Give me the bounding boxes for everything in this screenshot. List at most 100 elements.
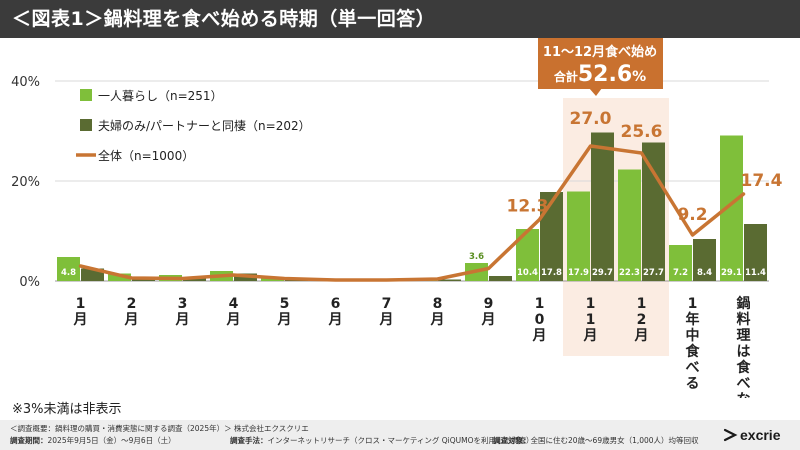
period-label: 調査期間： — [10, 436, 48, 445]
x-category-label: 3 — [178, 296, 188, 312]
survey-overview: ＜調査概要：鍋料理の購買・消費実態に関する調査（2025年）＞ 株式会社エクスク… — [10, 424, 309, 433]
x-category-label: 1 — [637, 296, 647, 312]
line-value-label: 25.6 — [621, 122, 663, 142]
bar-single — [57, 257, 80, 281]
bar-couple — [489, 276, 512, 281]
bar-value-label: 8.4 — [697, 268, 712, 278]
x-category-label: 8 — [433, 296, 443, 312]
x-category-label: 月 — [379, 312, 394, 328]
callout-number: 52.6 — [578, 62, 632, 87]
x-category-label: 9 — [484, 296, 494, 312]
y-tick-label: 40% — [11, 75, 40, 90]
x-category-label: 月 — [124, 312, 139, 328]
bar-value-label: 29.7 — [592, 268, 613, 278]
total-line — [78, 144, 746, 282]
x-category-label: 理 — [737, 328, 751, 344]
method-value: インターネットリサーチ（クロス・マーケティング QiQUMOを利用した調査） — [267, 436, 534, 445]
bar-single — [618, 169, 641, 281]
bar-single — [669, 245, 692, 281]
target-label: 調査対象： — [493, 436, 531, 445]
legend-label: 一人暮らし（n=251） — [98, 89, 223, 103]
callout-unit: % — [632, 69, 646, 85]
x-category-label: 月 — [73, 312, 88, 328]
x-category-label: は — [737, 344, 751, 360]
x-category-label: 月 — [532, 328, 547, 344]
bar-value-label: 27.7 — [643, 268, 664, 278]
bar-single — [567, 191, 590, 281]
logo-icon — [723, 428, 738, 442]
bar-single — [261, 278, 284, 281]
x-category-label: 1 — [76, 296, 86, 312]
x-category-label: 月 — [583, 328, 598, 344]
x-category-label: 1 — [586, 296, 596, 312]
bar-value-label: 11.4 — [745, 268, 766, 278]
x-category-label: 7 — [382, 296, 392, 312]
line-value-label: 17.4 — [741, 171, 783, 191]
bar-couple — [540, 192, 563, 281]
logo-text: excrie — [740, 427, 781, 443]
bar-value-label: 17.9 — [568, 268, 589, 278]
header-bar: ＜図表1＞鍋料理を食べ始める時期（単一回答） — [0, 0, 800, 38]
x-category-label: 月 — [481, 312, 496, 328]
method-label: 調査手法： — [230, 436, 268, 445]
bar-couple — [744, 224, 767, 281]
x-category-label: 5 — [280, 296, 290, 312]
bar-value-label: 3.6 — [469, 252, 484, 262]
x-category-label: 鍋 — [737, 295, 751, 312]
survey-period: 調査期間：2025年9月5日（金）～9月6日（土） — [10, 435, 176, 446]
callout-title: 11～12月食べ始め — [543, 44, 657, 60]
bar-single — [720, 135, 743, 281]
bar-value-label: 29.1 — [721, 268, 742, 278]
callout-value: 合計52.6% — [554, 62, 646, 87]
page-title: ＜図表1＞鍋料理を食べ始める時期（単一回答） — [12, 8, 436, 30]
callout-pointer — [589, 88, 602, 96]
legend-swatch — [80, 119, 92, 131]
x-category-label: 中 — [686, 327, 700, 344]
x-category-label: 食 — [686, 343, 701, 360]
x-category-label: 月 — [226, 312, 241, 328]
bar-value-label: 17.8 — [541, 268, 562, 278]
x-category-label: 料 — [737, 311, 751, 328]
y-tick-label: 0% — [19, 275, 40, 290]
bar-couple — [438, 279, 461, 281]
x-category-label: べ — [737, 376, 751, 392]
x-category-label: 月 — [430, 312, 445, 328]
bar-couple — [642, 142, 665, 281]
x-category-label: る — [686, 376, 700, 392]
x-category-label: 月 — [634, 328, 649, 344]
bar-couple — [591, 132, 614, 281]
line-value-label: 27.0 — [570, 109, 612, 129]
bar-value-label: 10.4 — [517, 268, 538, 278]
x-category-label: べ — [686, 360, 700, 376]
line-value-label: 9.2 — [677, 205, 707, 225]
callout-box — [538, 38, 663, 89]
x-category-label: 食 — [737, 359, 752, 376]
footnote: ※3%未満は非表示 — [12, 402, 122, 417]
x-category-label: 年 — [686, 311, 700, 328]
x-category-label: な — [737, 392, 751, 398]
x-category-label: 6 — [331, 296, 341, 312]
bar-value-label: 4.8 — [61, 268, 76, 278]
x-category-label: 0 — [535, 312, 545, 328]
footer-bar — [0, 420, 800, 450]
x-category-label: 1 — [535, 296, 545, 312]
legend-label: 夫婦のみ/パートナーと同棲（n=202） — [98, 118, 311, 133]
legend-label: 全体（n=1000） — [98, 148, 194, 163]
bar-value-label: 22.3 — [619, 268, 640, 278]
legend-swatch — [80, 89, 92, 101]
bar-single — [516, 229, 539, 281]
bar-couple — [693, 239, 716, 281]
x-category-label: 2 — [127, 296, 137, 312]
x-category-label: 月 — [277, 312, 292, 328]
survey-method: 調査手法：インターネットリサーチ（クロス・マーケティング QiQUMOを利用した… — [230, 435, 534, 446]
survey-target: 調査対象：全国に住む20歳～69歳男女（1,000人）均等回収 — [493, 435, 699, 446]
x-category-label: 4 — [229, 296, 239, 312]
bar-couple — [183, 278, 206, 281]
x-category-label: 月 — [328, 312, 343, 328]
bar-single — [108, 273, 131, 281]
x-category-label: 1 — [586, 312, 596, 328]
bar-value-label: 7.2 — [673, 268, 688, 278]
y-tick-label: 20% — [11, 175, 40, 190]
callout-prefix: 合計 — [554, 69, 578, 84]
x-category-label: 1 — [688, 296, 698, 312]
